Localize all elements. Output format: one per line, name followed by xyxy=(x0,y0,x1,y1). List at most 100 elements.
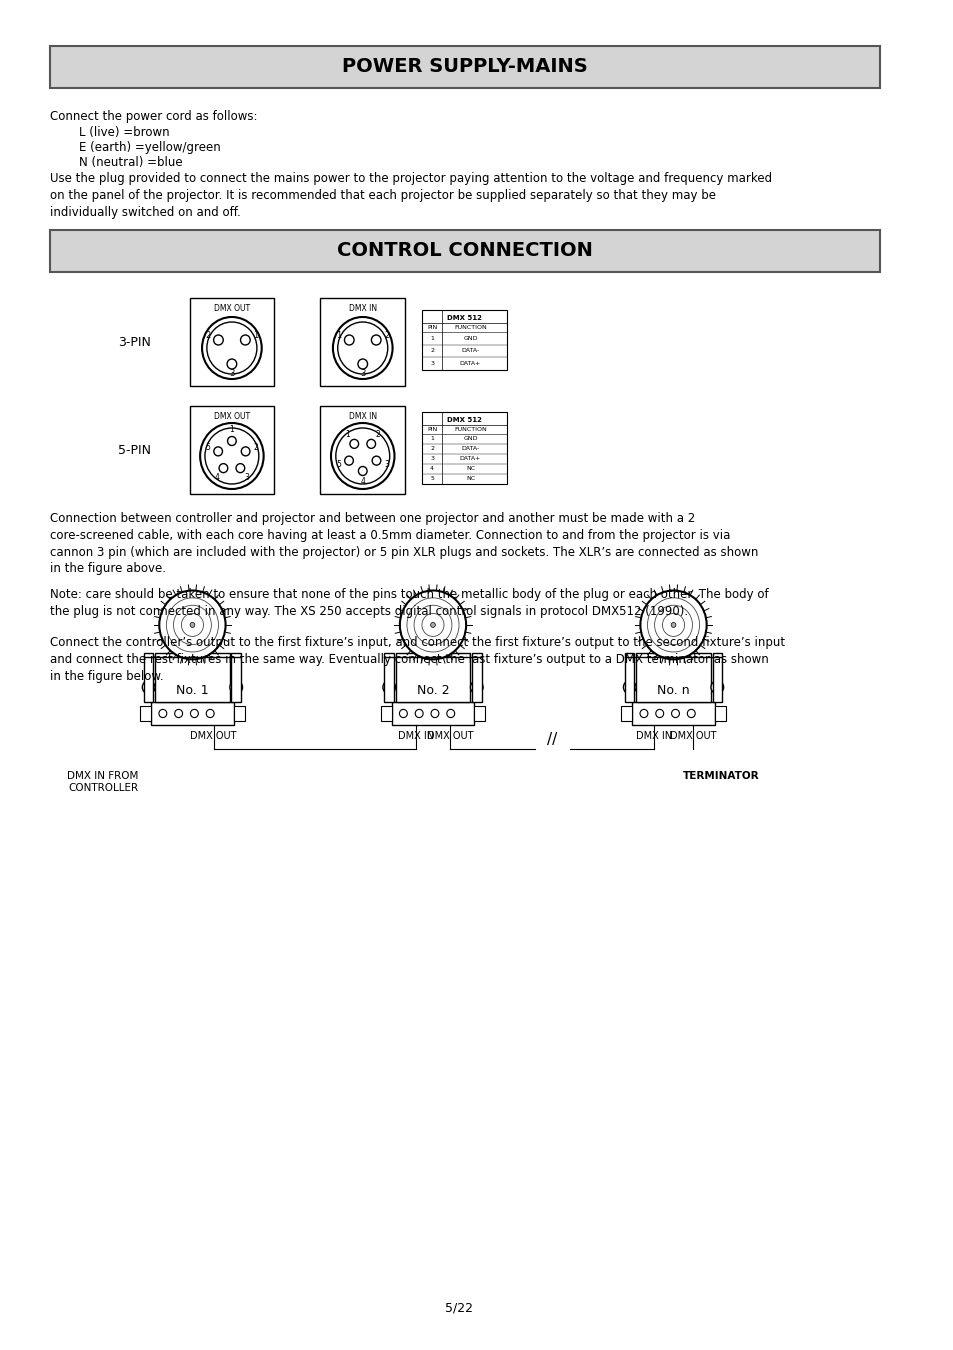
Text: 3: 3 xyxy=(430,362,434,366)
Bar xyxy=(233,706,245,721)
Text: GND: GND xyxy=(463,436,477,441)
Circle shape xyxy=(350,439,358,448)
Text: //: // xyxy=(547,732,557,747)
Text: 3: 3 xyxy=(430,456,434,462)
Circle shape xyxy=(382,680,395,694)
Text: DATA+: DATA+ xyxy=(459,456,480,462)
Circle shape xyxy=(331,423,395,489)
Text: E (earth) =yellow/green: E (earth) =yellow/green xyxy=(79,140,220,154)
Text: 5/22: 5/22 xyxy=(444,1301,473,1315)
Circle shape xyxy=(430,622,435,628)
Text: 5-PIN: 5-PIN xyxy=(118,444,151,456)
Text: DMX OUT: DMX OUT xyxy=(191,730,236,741)
Bar xyxy=(395,653,470,702)
Circle shape xyxy=(337,323,387,374)
Bar xyxy=(190,406,274,494)
Circle shape xyxy=(159,590,225,659)
Circle shape xyxy=(358,467,367,475)
Circle shape xyxy=(159,709,167,718)
Text: NC: NC xyxy=(465,467,475,471)
Text: 2: 2 xyxy=(384,331,389,339)
Circle shape xyxy=(227,359,236,369)
Text: 5: 5 xyxy=(206,443,211,452)
Circle shape xyxy=(415,709,423,718)
Bar xyxy=(320,406,405,494)
Text: POWER SUPPLY-MAINS: POWER SUPPLY-MAINS xyxy=(342,58,587,77)
Bar xyxy=(144,653,153,702)
Circle shape xyxy=(333,317,393,379)
Text: 3: 3 xyxy=(384,459,389,468)
Bar xyxy=(50,230,880,271)
Bar xyxy=(384,653,394,702)
Circle shape xyxy=(191,709,198,718)
Text: DMX IN: DMX IN xyxy=(348,304,376,313)
Text: FUNCTION: FUNCTION xyxy=(454,325,486,329)
Text: Connect the power cord as follows:: Connect the power cord as follows: xyxy=(50,109,257,123)
Text: 2: 2 xyxy=(375,431,379,440)
Bar xyxy=(624,653,634,702)
Text: DMX OUT: DMX OUT xyxy=(669,730,716,741)
Text: L (live) =brown: L (live) =brown xyxy=(79,126,170,139)
Text: No. 2: No. 2 xyxy=(416,684,449,697)
Circle shape xyxy=(202,317,261,379)
Text: PIN: PIN xyxy=(426,427,436,432)
Circle shape xyxy=(213,335,223,346)
Text: Use the plug provided to connect the mains power to the projector paying attenti: Use the plug provided to connect the mai… xyxy=(50,171,771,219)
Bar xyxy=(632,702,714,725)
Bar xyxy=(712,653,721,702)
Circle shape xyxy=(671,622,675,628)
Bar xyxy=(380,706,391,721)
Circle shape xyxy=(399,590,466,659)
Bar xyxy=(472,653,481,702)
Bar xyxy=(474,706,485,721)
Bar xyxy=(190,298,274,386)
Text: 3: 3 xyxy=(359,370,365,378)
Circle shape xyxy=(205,428,258,485)
Circle shape xyxy=(230,680,242,694)
Text: 1: 1 xyxy=(335,331,341,339)
Circle shape xyxy=(142,680,154,694)
Circle shape xyxy=(207,323,256,374)
Text: FUNCTION: FUNCTION xyxy=(454,427,486,432)
Circle shape xyxy=(639,709,647,718)
Circle shape xyxy=(470,680,482,694)
Circle shape xyxy=(371,335,380,346)
Circle shape xyxy=(372,456,380,466)
Circle shape xyxy=(686,709,695,718)
Text: DMX IN FROM
CONTROLLER: DMX IN FROM CONTROLLER xyxy=(68,771,138,792)
Text: 1: 1 xyxy=(230,425,234,435)
Text: Connection between controller and projector and between one projector and anothe: Connection between controller and projec… xyxy=(50,512,758,575)
Circle shape xyxy=(622,680,636,694)
Text: 5: 5 xyxy=(336,459,341,468)
Bar xyxy=(140,706,151,721)
Text: N (neutral) =blue: N (neutral) =blue xyxy=(79,157,182,169)
Text: DMX 512: DMX 512 xyxy=(447,417,481,423)
Circle shape xyxy=(335,428,389,485)
Text: No. n: No. n xyxy=(657,684,689,697)
Text: 1: 1 xyxy=(430,436,434,441)
Circle shape xyxy=(357,359,367,369)
Circle shape xyxy=(655,709,663,718)
Bar xyxy=(636,653,710,702)
Bar xyxy=(714,706,725,721)
Circle shape xyxy=(639,590,706,659)
Text: DATA-: DATA- xyxy=(461,447,479,451)
Text: Connect the controller’s output to the first fixture’s input, and connect the fi: Connect the controller’s output to the f… xyxy=(50,636,784,683)
Circle shape xyxy=(219,463,228,472)
Text: 1: 1 xyxy=(430,336,434,340)
Text: 1: 1 xyxy=(345,431,350,440)
Circle shape xyxy=(235,463,244,472)
Text: DMX IN: DMX IN xyxy=(348,412,376,421)
Bar xyxy=(422,412,507,485)
Circle shape xyxy=(710,680,723,694)
Text: 3: 3 xyxy=(229,370,234,378)
Text: DMX OUT: DMX OUT xyxy=(427,730,473,741)
Text: DMX 512: DMX 512 xyxy=(447,315,481,321)
Text: NC: NC xyxy=(465,477,475,482)
Circle shape xyxy=(190,622,194,628)
Text: CONTROL CONNECTION: CONTROL CONNECTION xyxy=(337,242,593,261)
Text: 3: 3 xyxy=(244,472,249,482)
Bar xyxy=(154,653,230,702)
Circle shape xyxy=(367,439,375,448)
Bar xyxy=(391,702,474,725)
